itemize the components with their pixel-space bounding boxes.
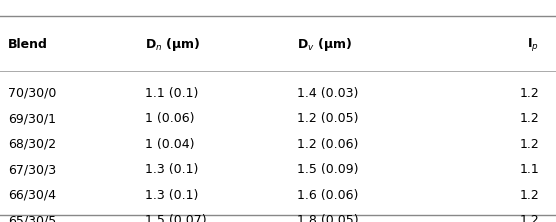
Text: 69/30/1: 69/30/1 bbox=[8, 112, 56, 125]
Text: 68/30/2: 68/30/2 bbox=[8, 138, 57, 151]
Text: 67/30/3: 67/30/3 bbox=[8, 163, 57, 176]
Text: 1 (0.04): 1 (0.04) bbox=[145, 138, 194, 151]
Text: 1.3 (0.1): 1.3 (0.1) bbox=[145, 189, 198, 202]
Text: 1.1: 1.1 bbox=[519, 163, 539, 176]
Text: 70/30/0: 70/30/0 bbox=[8, 87, 57, 100]
Text: 1.4 (0.03): 1.4 (0.03) bbox=[297, 87, 359, 100]
Text: 1.3 (0.1): 1.3 (0.1) bbox=[145, 163, 198, 176]
Text: 1.2 (0.06): 1.2 (0.06) bbox=[297, 138, 359, 151]
Text: 1.2 (0.05): 1.2 (0.05) bbox=[297, 112, 359, 125]
Text: 1.6 (0.06): 1.6 (0.06) bbox=[297, 189, 359, 202]
Text: I$_p$: I$_p$ bbox=[528, 36, 539, 53]
Text: 1.2: 1.2 bbox=[519, 138, 539, 151]
Text: 1.2: 1.2 bbox=[519, 189, 539, 202]
Text: 1.2: 1.2 bbox=[519, 112, 539, 125]
Text: D$_n$ (μm): D$_n$ (μm) bbox=[145, 36, 200, 53]
Text: 1.8 (0.05): 1.8 (0.05) bbox=[297, 214, 359, 222]
Text: 1.1 (0.1): 1.1 (0.1) bbox=[145, 87, 198, 100]
Text: 1 (0.06): 1 (0.06) bbox=[145, 112, 194, 125]
Text: 65/30/5: 65/30/5 bbox=[8, 214, 57, 222]
Text: 66/30/4: 66/30/4 bbox=[8, 189, 56, 202]
Text: D$_v$ (μm): D$_v$ (μm) bbox=[297, 36, 353, 53]
Text: 1.2: 1.2 bbox=[519, 87, 539, 100]
Text: 1.2: 1.2 bbox=[519, 214, 539, 222]
Text: 1.5 (0.09): 1.5 (0.09) bbox=[297, 163, 359, 176]
Text: Blend: Blend bbox=[8, 38, 48, 51]
Text: 1.5 (0.07): 1.5 (0.07) bbox=[145, 214, 206, 222]
